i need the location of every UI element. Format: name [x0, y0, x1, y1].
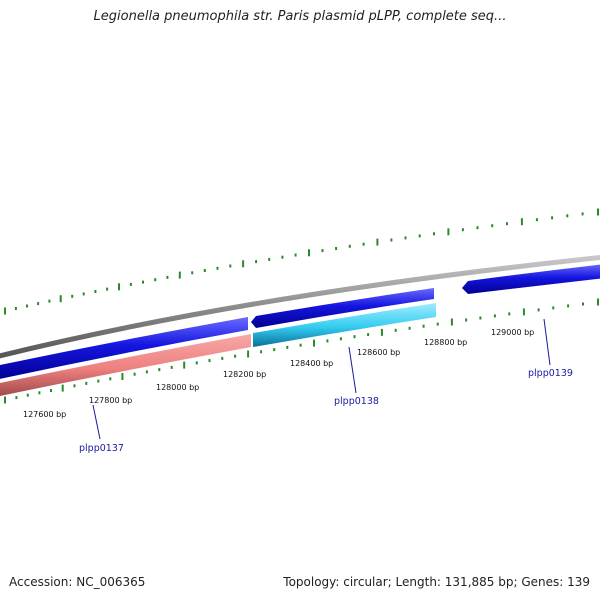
- gene-leader-line: [543, 318, 551, 366]
- accession-label: Accession: NC_006365: [9, 575, 146, 589]
- reverse-gene-bar-plpp0137: [0, 334, 251, 396]
- tick-label: 127600 bp: [23, 410, 66, 419]
- tick-label: 128800 bp: [424, 338, 467, 347]
- forward-gene-bar-left: [0, 317, 248, 379]
- tick-label: 128400 bp: [290, 359, 333, 368]
- gene-label-plpp0137[interactable]: plpp0137: [79, 443, 124, 454]
- tick-label: 128000 bp: [156, 383, 199, 392]
- gene-leader-line: [92, 404, 101, 440]
- gene-label-plpp0138[interactable]: plpp0138: [334, 396, 379, 407]
- tick-label: 128600 bp: [357, 348, 400, 357]
- inner-scale-ticks: [4, 298, 599, 404]
- backbone-line: [0, 255, 600, 359]
- tick-label: 127800 bp: [89, 396, 132, 405]
- gene-label-plpp0139[interactable]: plpp0139: [528, 368, 573, 379]
- tick-label: 128200 bp: [223, 370, 266, 379]
- tick-label: 129000 bp: [491, 328, 534, 337]
- forward-gene-bar-plpp0139: [462, 264, 600, 294]
- reverse-gene-bar-plpp0138: [253, 303, 436, 347]
- outer-scale-ticks: [4, 208, 599, 315]
- topology-summary: Topology: circular; Length: 131,885 bp; …: [283, 575, 590, 589]
- forward-gene-bar-middle: [251, 288, 434, 328]
- gene-leader-line: [348, 346, 357, 394]
- map-title: Legionella pneumophila str. Paris plasmi…: [93, 9, 507, 24]
